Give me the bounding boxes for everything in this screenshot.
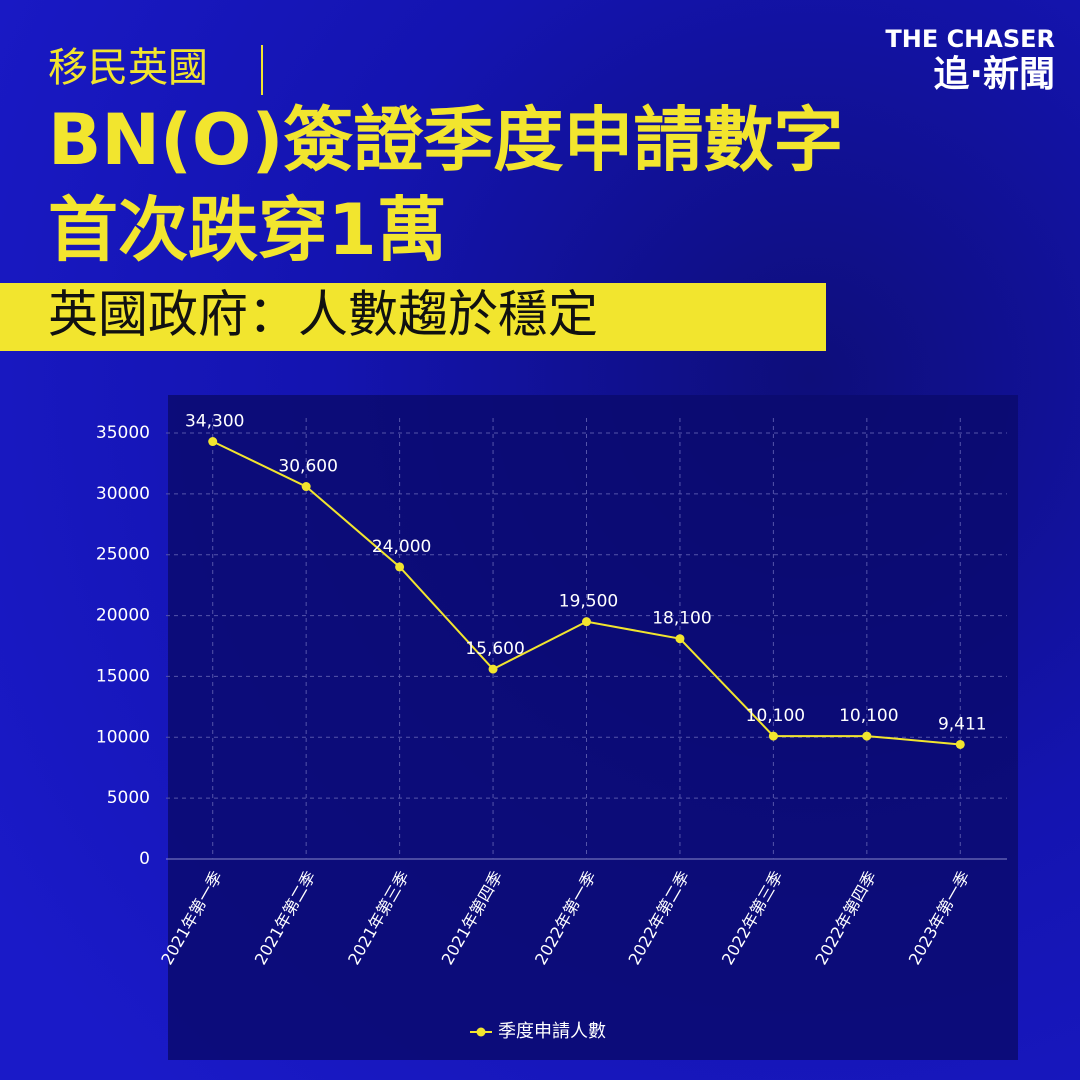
point <box>301 482 311 492</box>
y-tick-label: 20000 <box>96 606 150 626</box>
legend-marker <box>476 1027 486 1037</box>
point <box>488 664 498 674</box>
subtitle-banner <box>0 283 826 351</box>
value-label: 18,100 <box>652 609 711 629</box>
y-tick-label: 15000 <box>96 666 150 686</box>
point <box>395 562 405 572</box>
kicker: 移民英國 <box>48 45 208 91</box>
value-label: 19,500 <box>559 592 618 612</box>
point <box>675 634 685 644</box>
point <box>208 437 218 447</box>
point <box>955 739 965 749</box>
y-tick-label: 0 <box>139 849 150 869</box>
point <box>582 617 591 627</box>
y-tick-label: 10000 <box>96 727 150 747</box>
logo: THE CHASER <box>885 25 1055 53</box>
y-tick-label: 35000 <box>96 423 150 443</box>
value-label: 15,600 <box>465 639 524 659</box>
value-label: 34,300 <box>185 412 244 432</box>
value-label: 9,411 <box>938 714 987 734</box>
point <box>862 731 872 741</box>
value-label: 10,100 <box>839 706 898 726</box>
title: 首次跌穿1萬 <box>48 189 447 271</box>
y-tick-label: 5000 <box>107 788 150 808</box>
legend-label: 季度申請人數 <box>498 1021 606 1042</box>
title: BN(O)簽證季度申請數字 <box>48 99 843 181</box>
value-label: 30,600 <box>278 457 337 477</box>
chart-panel <box>168 395 1018 1060</box>
value-label: 24,000 <box>372 537 431 557</box>
y-tick-label: 30000 <box>96 484 150 504</box>
subtitle: 英國政府：人數趨於穩定 <box>48 286 598 344</box>
y-tick-label: 25000 <box>96 545 150 565</box>
value-label: 10,100 <box>746 706 805 726</box>
point <box>768 731 778 741</box>
logo: 追·新聞 <box>933 54 1055 95</box>
